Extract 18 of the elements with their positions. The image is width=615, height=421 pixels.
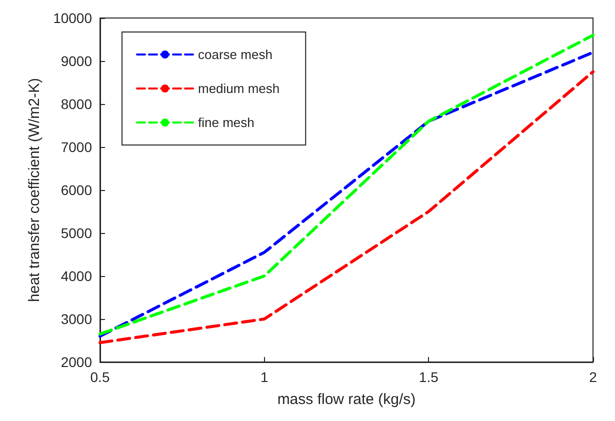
y-tick-label: 9000 xyxy=(60,53,92,69)
y-axis-title: heat transfer coefficient (W/m2-K) xyxy=(26,78,43,302)
y-tick-label: 8000 xyxy=(60,96,92,112)
x-axis-title: mass flow rate (kg/s) xyxy=(277,391,416,408)
legend-label: coarse mesh xyxy=(198,47,272,62)
y-tick-label: 10000 xyxy=(53,10,92,26)
x-tick-label: 1.5 xyxy=(418,369,439,385)
y-tick-label: 4000 xyxy=(60,268,92,284)
x-tick-label: 1 xyxy=(260,369,268,385)
x-tick-label: 2 xyxy=(589,369,598,385)
y-tick-label: 2000 xyxy=(60,354,92,370)
y-tick-label: 3000 xyxy=(60,311,92,327)
y-tick-label: 5000 xyxy=(60,225,92,241)
legend-label: medium mesh xyxy=(198,81,280,96)
y-tick-label: 6000 xyxy=(60,182,92,198)
x-tick-label: 0.5 xyxy=(90,369,110,385)
legend-label: fine mesh xyxy=(198,115,254,130)
y-tick-label: 7000 xyxy=(60,139,92,155)
